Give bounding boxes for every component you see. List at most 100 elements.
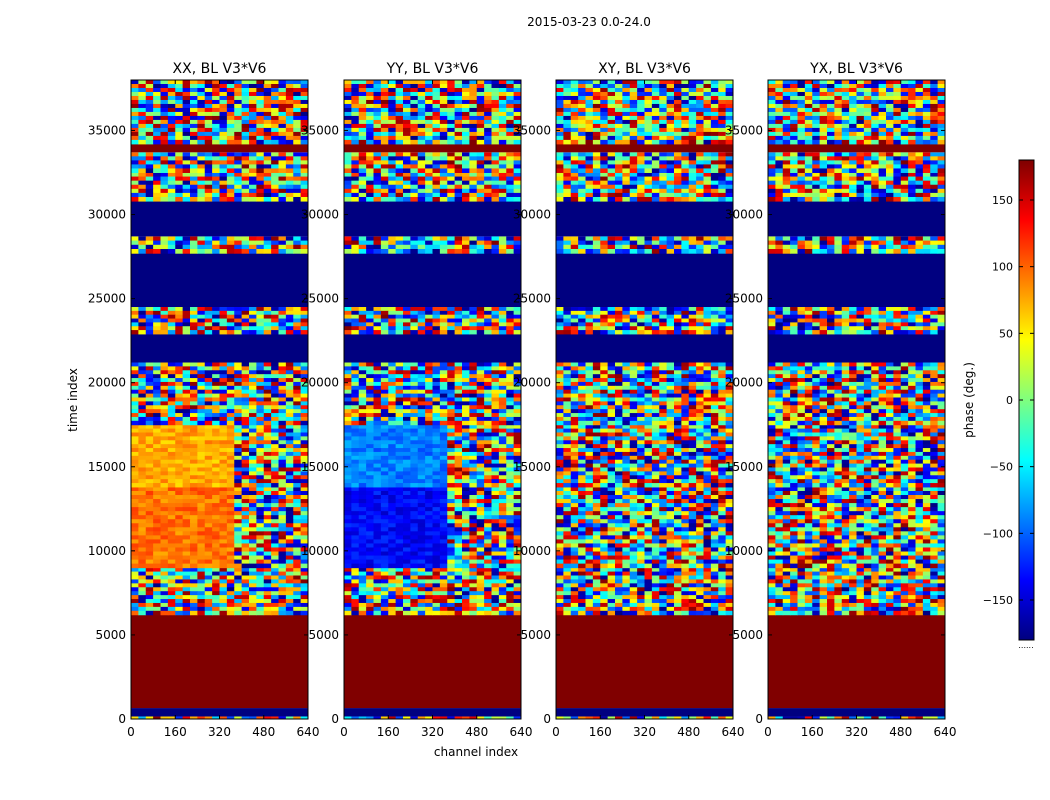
- heatmap-cell: [160, 606, 169, 612]
- heatmap-cell: [285, 571, 294, 577]
- heatmap-cell: [484, 455, 492, 461]
- heatmap-cell: [506, 115, 515, 121]
- heatmap-cell: [410, 180, 419, 186]
- heatmap-cell: [256, 196, 265, 202]
- heatmap-cell: [234, 444, 243, 449]
- heatmap-cell: [212, 543, 220, 548]
- heatmap-cell: [388, 370, 397, 375]
- heatmap-cell: [226, 559, 235, 565]
- heatmap-cell: [234, 393, 243, 399]
- heatmap-cell: [256, 483, 265, 488]
- heatmap-cell: [249, 471, 257, 476]
- heatmap-cell: [425, 362, 433, 367]
- heatmap-cell: [395, 370, 404, 375]
- heatmap-cell: [145, 91, 154, 97]
- heatmap-cell: [219, 455, 228, 461]
- heatmap-cell: [197, 475, 206, 480]
- heatmap-cell: [491, 428, 500, 434]
- heatmap-cell: [293, 127, 302, 133]
- heatmap-cell: [484, 416, 492, 422]
- heatmap-cell: [278, 451, 287, 457]
- heatmap-cell: [300, 409, 309, 414]
- heatmap-cell: [138, 511, 147, 516]
- heatmap-cell: [182, 385, 191, 391]
- heatmap-cell: [344, 80, 352, 85]
- heatmap-cell: [204, 583, 213, 588]
- heatmap-cell: [138, 587, 147, 592]
- heatmap-cell: [234, 543, 243, 548]
- heatmap-cell: [249, 583, 257, 588]
- heatmap-cell: [484, 490, 492, 496]
- heatmap-cell: [212, 91, 220, 97]
- heatmap-cell: [138, 326, 147, 331]
- heatmap-cell: [241, 428, 250, 434]
- heatmap-cell: [388, 539, 397, 544]
- heatmap-cell: [358, 531, 367, 536]
- heatmap-cell: [410, 587, 419, 592]
- heatmap-cell: [226, 483, 235, 488]
- heatmap-cell: [498, 531, 507, 536]
- heatmap-cell: [469, 374, 478, 379]
- heatmap-cell: [410, 405, 419, 410]
- heatmap-cell: [410, 91, 419, 97]
- heatmap-cell: [395, 393, 404, 399]
- heatmap-cell: [388, 378, 397, 383]
- heatmap-cell: [256, 318, 265, 323]
- heatmap-cell: [249, 99, 257, 105]
- heatmap-cell: [432, 559, 441, 565]
- heatmap-cell: [351, 107, 360, 113]
- heatmap-cell: [131, 111, 139, 117]
- heatmap-cell: [226, 95, 235, 101]
- heatmap-cell: [447, 479, 456, 484]
- heatmap-cell: [204, 420, 213, 426]
- heatmap-cell: [410, 111, 419, 117]
- heatmap-cell: [167, 366, 176, 371]
- heatmap-cell: [226, 440, 235, 445]
- heatmap-cell: [432, 539, 441, 544]
- heatmap-cell: [410, 127, 419, 133]
- heatmap-cell: [131, 374, 139, 379]
- heatmap-cell: [506, 370, 515, 375]
- heatmap-cell: [462, 567, 470, 573]
- heatmap-cell: [160, 527, 169, 532]
- heatmap-cell: [197, 99, 206, 105]
- heatmap-cell: [160, 326, 169, 331]
- heatmap-cell: [498, 318, 507, 323]
- heatmap-cell: [212, 366, 220, 371]
- heatmap-cell: [145, 127, 154, 133]
- heatmap-cell: [373, 511, 382, 516]
- heatmap-cell: [197, 188, 206, 194]
- heatmap-cell: [212, 602, 220, 608]
- heatmap-cell: [425, 389, 433, 395]
- heatmap-cell: [167, 160, 176, 165]
- heatmap-cell: [410, 551, 419, 557]
- heatmap-cell: [439, 330, 448, 335]
- heatmap-cell: [410, 459, 419, 465]
- heatmap-cell: [226, 455, 235, 461]
- heatmap-cell: [131, 519, 139, 524]
- heatmap-cell: [138, 440, 147, 445]
- heatmap-cell: [167, 547, 176, 553]
- heatmap-cell: [271, 240, 279, 246]
- heatmap-cell: [249, 180, 257, 186]
- heatmap-cell: [410, 385, 419, 391]
- heatmap-cell: [190, 131, 198, 137]
- heatmap-cell: [484, 378, 492, 383]
- heatmap-cell: [491, 420, 500, 426]
- heatmap-cell: [160, 127, 169, 133]
- heatmap-cell: [351, 401, 360, 406]
- heatmap-cell: [358, 602, 367, 608]
- heatmap-cell: [432, 436, 441, 441]
- heatmap-cell: [249, 444, 257, 449]
- heatmap-cell: [380, 606, 389, 612]
- heatmap-cell: [513, 511, 522, 516]
- heatmap-cell: [175, 139, 184, 145]
- heatmap-cell: [476, 467, 485, 472]
- heatmap-cell: [476, 503, 485, 508]
- heatmap-cell: [293, 459, 302, 465]
- heatmap-cell: [241, 527, 250, 532]
- heatmap-cell: [197, 587, 206, 592]
- heatmap-cell: [219, 160, 228, 165]
- heatmap-cell: [131, 444, 139, 449]
- heatmap-cell: [484, 531, 492, 536]
